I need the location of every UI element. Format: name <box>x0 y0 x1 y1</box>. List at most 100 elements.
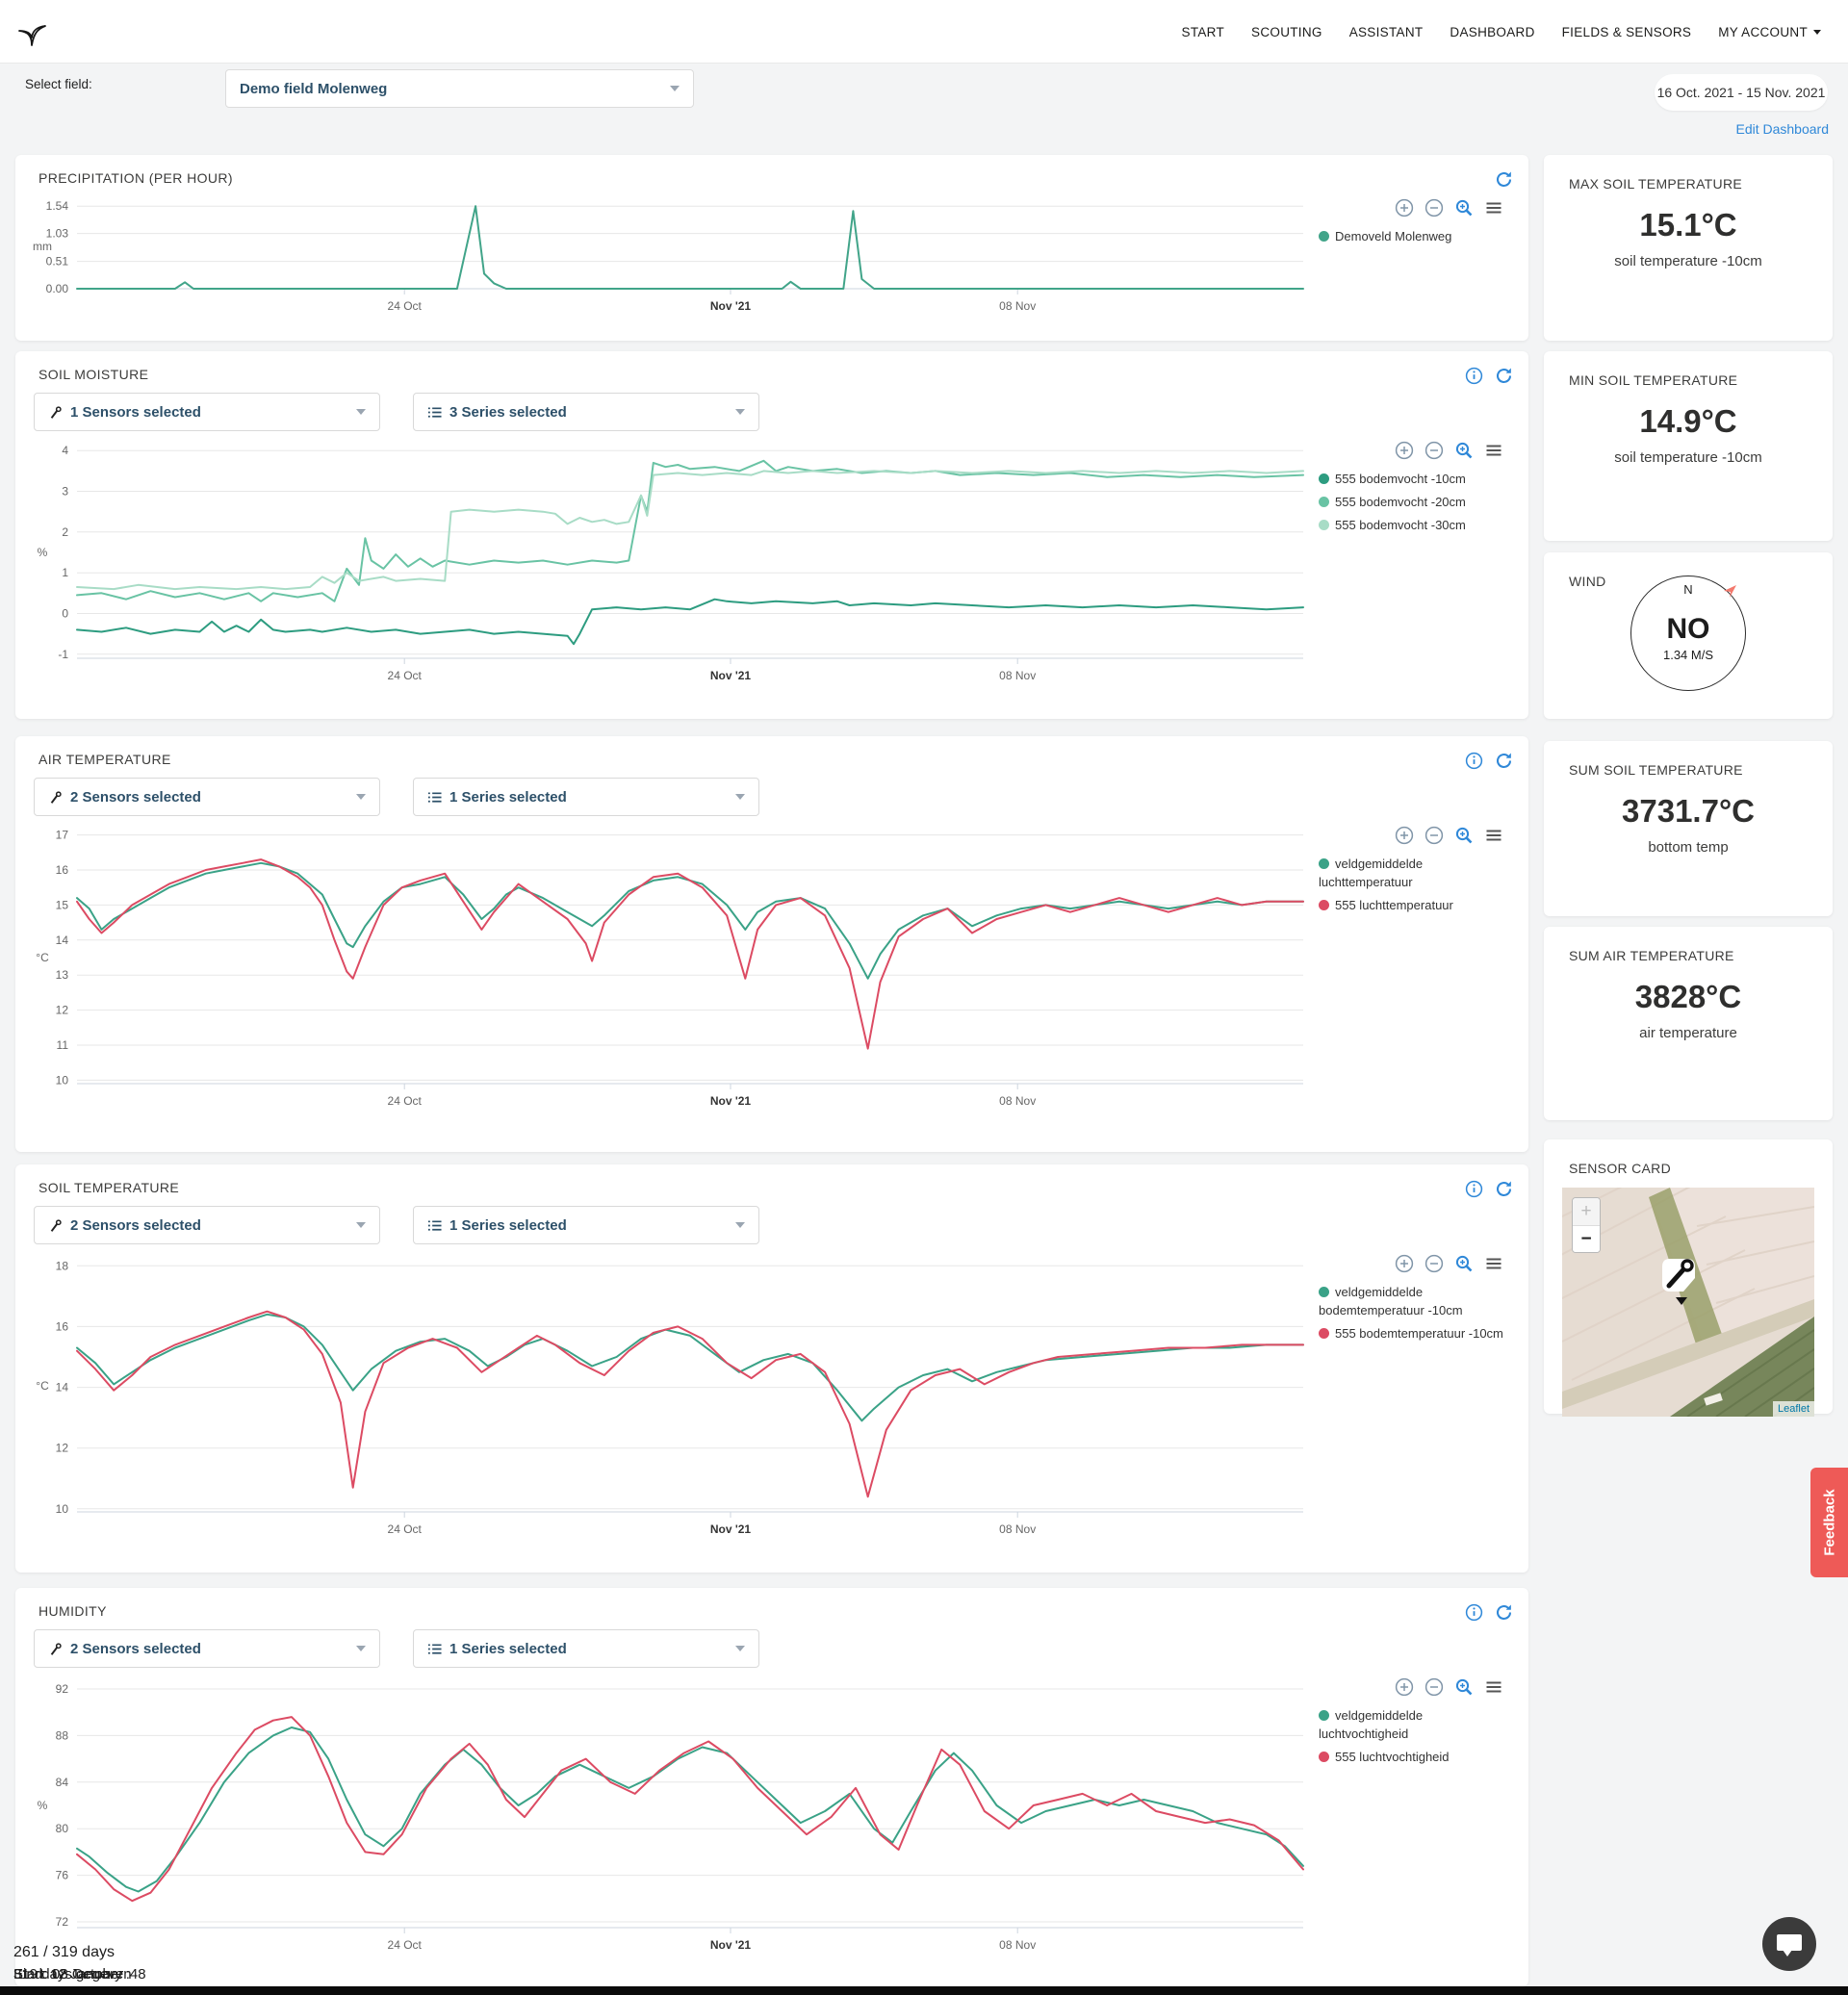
hamburger-menu-icon[interactable] <box>1484 1677 1503 1697</box>
svg-text:16: 16 <box>56 1319 69 1333</box>
zoom-in-circle-icon[interactable] <box>1395 826 1414 845</box>
legend-item[interactable]: 555 luchtvochtigheid <box>1319 1749 1509 1767</box>
svg-text:mm: mm <box>33 240 52 253</box>
hamburger-menu-icon[interactable] <box>1484 198 1503 217</box>
edit-dashboard-link[interactable]: Edit Dashboard <box>1735 121 1829 137</box>
zoom-out-circle-icon[interactable] <box>1424 441 1444 460</box>
air-temperature-chart[interactable]: 10 11 12 13 14 15 16 17 °C 24 Oct Nov '21 08 Nov <box>23 820 1311 1118</box>
humidity-chart[interactable]: 72 76 80 84 88 92% 24 Oct Nov '21 08 Nov <box>23 1672 1311 1962</box>
hamburger-menu-icon[interactable] <box>1484 826 1503 845</box>
sprout-logo-icon[interactable] <box>13 13 50 50</box>
sensor-card: SENSOR CARD + − <box>1544 1139 1833 1417</box>
nav-item-scouting[interactable]: SCOUTING <box>1251 24 1322 39</box>
panel-title: HUMIDITY <box>38 1603 107 1619</box>
magnifier-zoom-icon[interactable] <box>1454 441 1474 460</box>
svg-text:Nov '21: Nov '21 <box>710 1094 752 1108</box>
zoom-in-circle-icon[interactable] <box>1395 198 1414 217</box>
svg-text:10: 10 <box>56 1073 69 1087</box>
svg-text:°C: °C <box>36 951 49 964</box>
hamburger-menu-icon[interactable] <box>1484 441 1503 460</box>
svg-text:88: 88 <box>56 1728 69 1742</box>
info-icon[interactable] <box>1465 1180 1483 1198</box>
zoom-out-circle-icon[interactable] <box>1424 826 1444 845</box>
svg-text:-1: -1 <box>58 648 68 661</box>
series-dropdown[interactable]: 1 Series selected <box>413 778 759 816</box>
field-select-dropdown[interactable]: Demo field Molenweg <box>225 69 694 108</box>
precipitation-chart[interactable]: 0.00 0.51 1.03 1.54 mm 24 Oct Nov '21 08 Nov <box>23 192 1311 323</box>
legend-item[interactable]: 555 bodemvocht -10cm <box>1319 471 1509 489</box>
zoom-out-circle-icon[interactable] <box>1424 1677 1444 1697</box>
date-range-picker[interactable]: 16 Oct. 2021 - 15 Nov. 2021 <box>1655 74 1828 111</box>
svg-text:3: 3 <box>62 485 68 499</box>
chevron-down-icon <box>356 794 366 800</box>
soil-moisture-chart[interactable]: -1 0 1 2 3 4% 24 Oct Nov '21 08 Nov <box>23 435 1311 693</box>
air-temperature-panel: AIR TEMPERATURE 2 Sensors selected 1 Ser… <box>15 736 1528 1152</box>
legend-label: 555 bodemtemperatuur -10cm <box>1335 1325 1503 1341</box>
nav-item-assistant[interactable]: ASSISTANT <box>1348 24 1424 39</box>
svg-text:76: 76 <box>56 1869 69 1882</box>
feedback-button[interactable]: Feedback <box>1810 1468 1848 1577</box>
info-icon[interactable] <box>1465 1603 1483 1622</box>
legend-item[interactable]: 555 luchttemperatuur <box>1319 897 1509 915</box>
series-dropdown-value: 3 Series selected <box>449 403 567 421</box>
sensors-dropdown[interactable]: 2 Sensors selected <box>34 778 380 816</box>
chevron-down-icon <box>1813 29 1821 35</box>
legend-label: veldgemiddelde luchtvochtigheid <box>1319 1708 1424 1741</box>
leaflet-attribution-link[interactable]: Leaflet <box>1772 1401 1814 1417</box>
refresh-icon[interactable] <box>1495 367 1513 385</box>
nav-item-fields-sensors[interactable]: FIELDS & SENSORS <box>1561 24 1692 39</box>
zoom-in-circle-icon[interactable] <box>1395 1677 1414 1697</box>
sensor-location-map[interactable]: + − Leaflet <box>1562 1188 1814 1417</box>
svg-text:1: 1 <box>62 566 68 579</box>
sum-air-temperature-card: SUM AIR TEMPERATURE 3828°C air temperatu… <box>1544 927 1833 1120</box>
legend-label: 555 bodemvocht -30cm <box>1335 517 1466 532</box>
magnifier-zoom-icon[interactable] <box>1454 1677 1474 1697</box>
zoom-in-circle-icon[interactable] <box>1395 1254 1414 1273</box>
svg-text:72: 72 <box>56 1915 69 1929</box>
refresh-icon[interactable] <box>1495 1180 1513 1198</box>
map-zoom-out-button[interactable]: − <box>1573 1225 1600 1252</box>
sensors-dropdown[interactable]: 2 Sensors selected <box>34 1206 380 1244</box>
zoom-in-circle-icon[interactable] <box>1395 441 1414 460</box>
nav-item-dashboard[interactable]: DASHBOARD <box>1450 24 1535 39</box>
series-dropdown-value: 1 Series selected <box>449 1216 567 1234</box>
hamburger-menu-icon[interactable] <box>1484 1254 1503 1273</box>
magnifier-zoom-icon[interactable] <box>1454 826 1474 845</box>
sensors-dropdown[interactable]: 1 Sensors selected <box>34 393 380 431</box>
card-subtitle: soil temperature -10cm <box>1614 449 1762 466</box>
legend-item[interactable]: 555 bodemvocht -30cm <box>1319 517 1509 535</box>
legend-dot-icon <box>1319 231 1329 242</box>
series-dropdown[interactable]: 1 Series selected <box>413 1629 759 1668</box>
legend-item[interactable]: Demoveld Molenweg <box>1319 228 1509 246</box>
svg-text:°C: °C <box>36 1379 49 1393</box>
legend-dot-icon <box>1319 1287 1329 1297</box>
precipitation-panel: PRECIPITATION (PER HOUR) 0.00 0.51 1.03 1.5… <box>15 155 1528 341</box>
zoom-out-circle-icon[interactable] <box>1424 198 1444 217</box>
refresh-icon[interactable] <box>1495 752 1513 770</box>
legend-item[interactable]: veldgemiddelde bodemtemperatuur -10cm <box>1319 1284 1509 1320</box>
field-select-value: Demo field Molenweg <box>240 80 388 97</box>
soil-temperature-chart[interactable]: 10 12 14 16 18 °C 24 Oct Nov '21 08 Nov <box>23 1248 1311 1547</box>
legend-item[interactable]: 555 bodemvocht -20cm <box>1319 494 1509 512</box>
info-icon[interactable] <box>1465 367 1483 385</box>
magnifier-zoom-icon[interactable] <box>1454 1254 1474 1273</box>
map-zoom-in-button[interactable]: + <box>1573 1198 1600 1225</box>
svg-text:Nov '21: Nov '21 <box>710 669 752 682</box>
magnifier-zoom-icon[interactable] <box>1454 198 1474 217</box>
zoom-out-circle-icon[interactable] <box>1424 1254 1444 1273</box>
refresh-icon[interactable] <box>1495 170 1513 189</box>
sensor-probe-icon <box>50 1218 62 1232</box>
legend-item[interactable]: 555 bodemtemperatuur -10cm <box>1319 1325 1509 1343</box>
legend-item[interactable]: veldgemiddelde luchtvochtigheid <box>1319 1707 1509 1744</box>
info-icon[interactable] <box>1465 752 1483 770</box>
legend-item[interactable]: veldgemiddelde luchttemperatuur <box>1319 856 1509 892</box>
refresh-icon[interactable] <box>1495 1603 1513 1622</box>
sensors-dropdown[interactable]: 2 Sensors selected <box>34 1629 380 1668</box>
series-dropdown[interactable]: 1 Series selected <box>413 1206 759 1244</box>
nav-item-start[interactable]: START <box>1181 24 1225 39</box>
list-icon <box>427 1643 442 1654</box>
chat-widget-button[interactable] <box>1762 1917 1816 1971</box>
series-dropdown[interactable]: 3 Series selected <box>413 393 759 431</box>
svg-text:14: 14 <box>56 1381 69 1394</box>
my-account-menu[interactable]: MY ACCOUNT <box>1718 25 1821 39</box>
